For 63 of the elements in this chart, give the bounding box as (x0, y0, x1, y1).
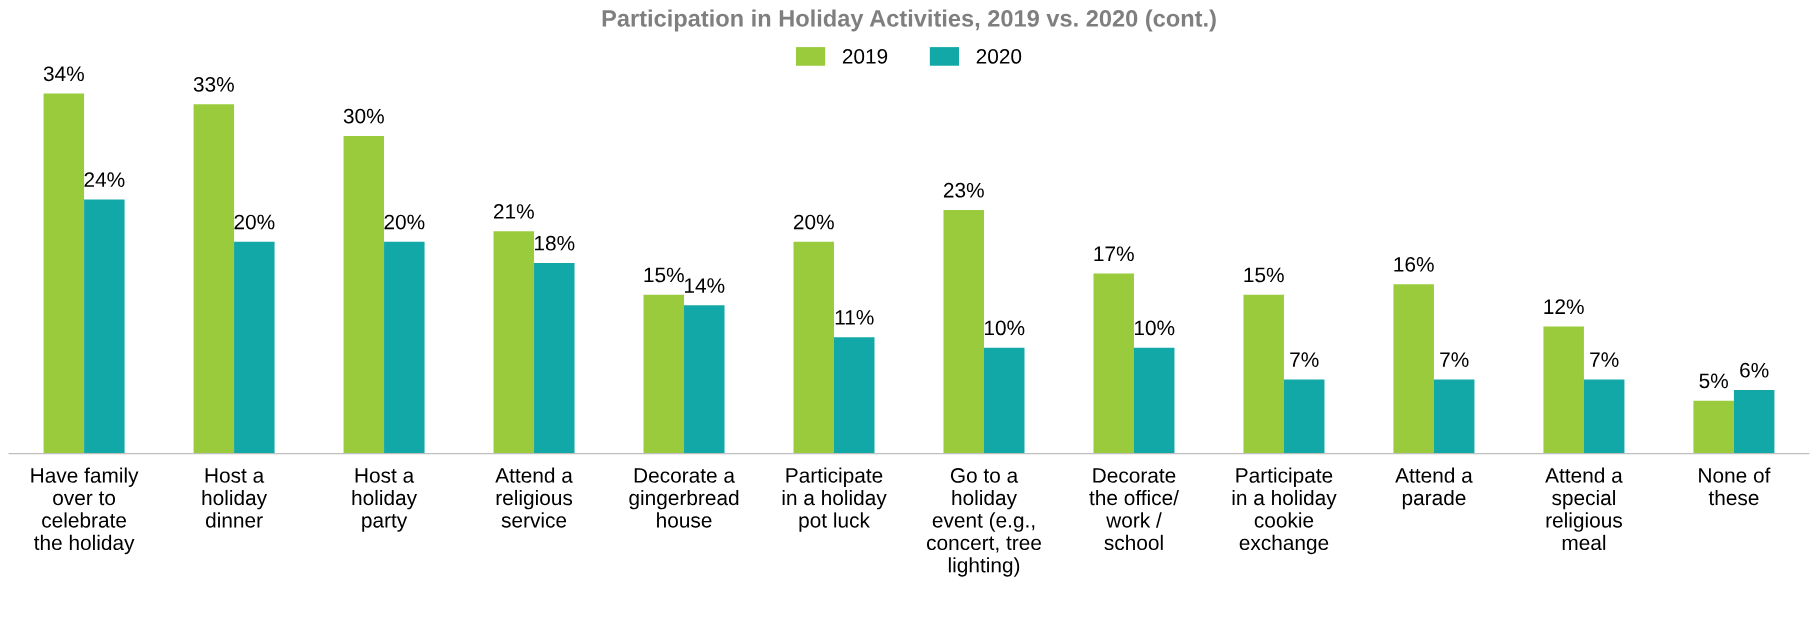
data-label: 20% (793, 214, 834, 230)
data-label: 16% (1394, 256, 1434, 272)
bar (1583, 379, 1625, 454)
x-tick-label: Have family over to celebrate the holiday (31, 467, 139, 555)
bar (1243, 294, 1284, 454)
bar (1093, 273, 1134, 454)
data-label: 20% (384, 214, 425, 230)
data-label: 17% (1094, 246, 1134, 262)
data-label: 11% (835, 310, 874, 325)
data-label: 30% (343, 108, 384, 124)
bar (84, 199, 125, 454)
bar (834, 337, 875, 454)
bar (43, 93, 85, 454)
bar (1283, 379, 1325, 454)
x-tick-label: None of these (1699, 467, 1771, 506)
data-label: 33% (193, 76, 234, 92)
data-label: 7% (1440, 352, 1469, 367)
bar (1393, 284, 1434, 454)
data-label: 21% (493, 204, 534, 219)
x-tick-label: Decorate the office/ work / school (1089, 468, 1179, 551)
data-label: 23% (943, 182, 984, 198)
data-label: 12% (1544, 299, 1584, 315)
data-label: 14% (685, 278, 725, 293)
bar (384, 241, 425, 454)
data-label: 7% (1290, 352, 1319, 367)
legend-label: 2019 (842, 49, 888, 64)
bar (493, 231, 535, 454)
bar (943, 210, 984, 454)
data-label: 10% (984, 320, 1025, 336)
x-tick-label: Participate in a holiday cookie exchange (1232, 467, 1337, 555)
data-label: 7% (1590, 352, 1619, 367)
data-label: 5% (1699, 373, 1728, 389)
data-label: 15% (1244, 267, 1284, 283)
x-tick-label: Decorate a gingerbread house (629, 468, 739, 528)
x-tick-label: Attend a parade (1395, 467, 1473, 510)
bar (534, 263, 575, 454)
bar (1733, 390, 1775, 454)
bar (793, 241, 835, 454)
chart-title: Participation in Holiday Activities, 2019 vs. 2020 (cont.) (602, 9, 1216, 32)
data-label: 6% (1740, 362, 1769, 378)
bar (1133, 347, 1175, 454)
x-tick-label: Attend a religious service (495, 467, 573, 528)
x-tick-label: Host a holiday party (352, 468, 418, 532)
bar (684, 305, 725, 454)
data-label: 20% (234, 214, 275, 230)
legend-label: 2020 (976, 49, 1022, 64)
x-tick-label: Go to a holiday event (e.g., concert, tree lighting) (926, 468, 1041, 577)
data-label: 34% (43, 66, 84, 82)
bar (1693, 400, 1734, 454)
bar (343, 135, 385, 454)
bar (983, 347, 1025, 454)
bar (1543, 326, 1584, 454)
x-tick-label: Participate in a holiday pot luck (782, 467, 887, 532)
data-label: 24% (84, 172, 125, 187)
bar (1433, 379, 1475, 454)
x-tick-label: Attend a special religious meal (1545, 467, 1623, 551)
bar (234, 241, 275, 454)
data-label: 18% (535, 235, 575, 251)
data-label: 15% (644, 267, 684, 283)
bar (643, 294, 685, 454)
data-label: 10% (1134, 320, 1175, 336)
x-tick-label: Host a holiday dinner (202, 468, 268, 528)
bar (193, 104, 235, 454)
